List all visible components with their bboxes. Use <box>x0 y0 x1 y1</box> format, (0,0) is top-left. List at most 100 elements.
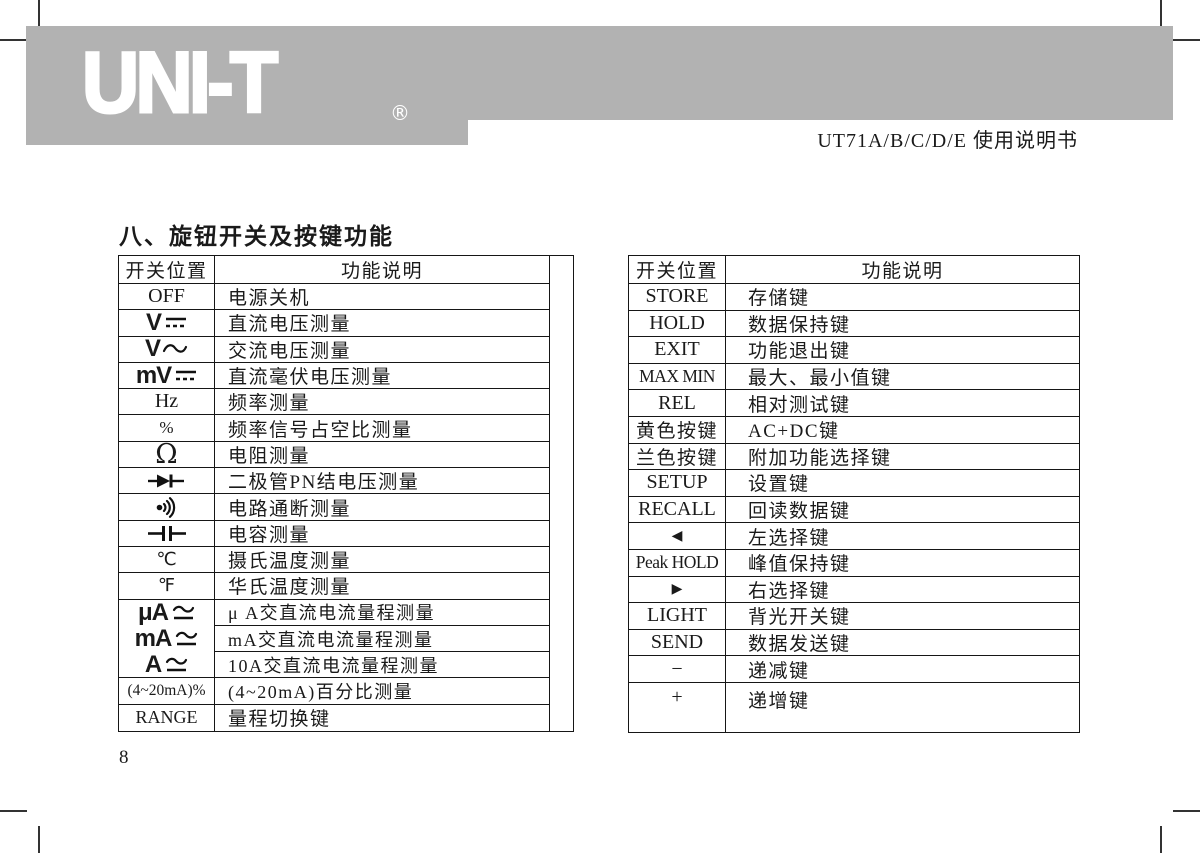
crop-mark <box>1160 826 1162 853</box>
button-name-cell: LIGHT <box>629 603 726 630</box>
function-desc-cell: 频率信号占空比测量 <box>215 415 550 442</box>
crop-mark <box>0 810 27 812</box>
function-desc-cell: 设置键 <box>726 470 1079 497</box>
button-name-cell: HOLD <box>629 310 726 338</box>
document-title: UT71A/B/C/D/E 使用说明书 <box>817 130 1078 152</box>
function-desc-cell: μ A交直流电流量程测量 <box>215 599 550 626</box>
column-header-position: 开关位置 <box>629 256 726 284</box>
switch-position-cell: Hz <box>119 389 215 416</box>
function-desc-cell: 背光开关键 <box>726 603 1079 630</box>
function-desc-cell: 递增键 <box>748 690 810 712</box>
button-name-cell: ◀ <box>629 523 726 550</box>
function-desc-cell: 二极管PN结电压测量 <box>215 468 550 495</box>
function-desc-cell: (4~20mA)百分比测量 <box>215 678 550 705</box>
logo-text: UNI-T <box>81 35 280 131</box>
crop-mark <box>1173 39 1200 41</box>
function-desc-cell: 10A交直流电流量程测量 <box>215 652 550 679</box>
acdc-icon <box>176 631 198 646</box>
switch-position-cell: OFF <box>119 284 215 311</box>
switch-position-cell: V <box>119 336 215 363</box>
function-desc-cell: 递减键 <box>726 656 1079 683</box>
column-header-function: 功能说明 <box>726 256 1079 284</box>
button-name-cell: 黄色按键 <box>629 416 726 444</box>
function-desc-cell: 最大、最小值键 <box>726 364 1079 391</box>
button-name-cell: ▶ <box>629 576 726 604</box>
switch-position-cell: mV <box>119 362 215 390</box>
switch-position-cell: ℉ <box>119 573 215 600</box>
acdc-icon <box>172 605 195 620</box>
function-desc-cell: 存储键 <box>726 284 1079 311</box>
header-banner-extension <box>26 120 468 145</box>
function-desc-cell: 附加功能选择键 <box>726 444 1079 471</box>
function-desc-cell: mA交直流电流量程测量 <box>215 625 550 653</box>
button-name-cell: SETUP <box>629 470 726 497</box>
function-desc-cell: 电路通断测量 <box>215 494 550 521</box>
button-name-cell: SEND <box>629 629 726 657</box>
button-name-cell: REL <box>629 390 726 417</box>
crop-mark <box>0 39 27 41</box>
function-desc-cell: 频率测量 <box>215 389 550 416</box>
switch-position-cell <box>119 468 215 495</box>
continuity-icon <box>156 496 175 518</box>
registered-trademark-icon: ® <box>390 101 410 125</box>
function-desc-cell: 华氏温度测量 <box>215 573 550 600</box>
section-title: 八、旋钮开关及按键功能 <box>119 223 394 249</box>
crop-mark <box>38 826 40 853</box>
function-desc-cell: 回读数据键 <box>726 497 1079 524</box>
function-desc-cell: 电源关机 <box>215 284 550 311</box>
button-name-cell: RECALL <box>629 496 726 524</box>
left-arrow-icon: ◀ <box>671 528 683 545</box>
function-desc-cell: 直流电压测量 <box>215 310 550 337</box>
dc-icon <box>176 370 197 381</box>
function-desc-cell: AC+DC键 <box>726 417 1079 444</box>
crop-mark <box>1173 810 1200 812</box>
right-arrow-icon: ▶ <box>671 581 683 598</box>
button-function-table-right: 开关位置 功能说明 STORE 存储键 HOLD 数据保持键 EXIT 功能退出… <box>628 255 1080 733</box>
switch-position-cell: A <box>119 652 215 679</box>
switch-position-cell: (4~20mA)% <box>119 678 215 705</box>
function-desc-cell: 相对测试键 <box>726 390 1079 417</box>
function-desc-cell: 数据发送键 <box>726 630 1079 657</box>
function-desc-cell: 摄氏温度测量 <box>215 546 550 574</box>
button-name-cell: Peak HOLD <box>629 549 726 577</box>
button-name-cell: MAX MIN <box>629 363 726 391</box>
button-name-cell: STORE <box>629 284 726 311</box>
acdc-icon <box>166 657 188 672</box>
column-header-function: 功能说明 <box>215 256 550 284</box>
ac-icon <box>162 344 188 353</box>
switch-position-table-left: 开关位置 功能说明 OFF 电源关机 V 直流电压测量 V 交流电压测量 mV … <box>118 255 574 733</box>
uni-t-logo: UNI-T <box>81 39 280 128</box>
diode-icon <box>148 474 184 488</box>
function-desc-cell: 量程切换键 <box>215 704 550 732</box>
spacer-cell <box>550 256 573 284</box>
function-desc-cell: 峰值保持键 <box>726 550 1079 577</box>
page-number: 8 <box>119 747 129 768</box>
switch-position-cell: μA <box>119 599 215 626</box>
switch-position-cell: V <box>119 310 215 337</box>
function-desc-cell: 电容测量 <box>215 520 550 547</box>
header-banner <box>26 26 1173 120</box>
switch-position-cell <box>119 494 215 521</box>
capacitor-icon <box>147 525 186 541</box>
crop-mark <box>1160 0 1162 27</box>
switch-position-cell: RANGE <box>119 704 215 732</box>
column-header-position: 开关位置 <box>119 256 215 284</box>
crop-mark <box>38 0 40 27</box>
switch-position-cell: % <box>119 415 215 442</box>
button-name-cell: 兰色按键 <box>629 443 726 471</box>
function-desc-cell: 直流毫伏电压测量 <box>215 362 550 390</box>
function-desc-cell: 功能退出键 <box>726 337 1079 364</box>
switch-position-cell: Ω <box>119 441 215 469</box>
function-desc-cell: 左选择键 <box>726 523 1079 550</box>
button-name-cell: − <box>629 656 726 683</box>
button-name-cell: EXIT <box>629 337 726 364</box>
function-desc-cell: 右选择键 <box>726 577 1079 604</box>
dc-icon <box>166 318 186 328</box>
function-desc-cell: 交流电压测量 <box>215 336 550 363</box>
switch-position-cell: mA <box>119 625 215 653</box>
switch-position-cell: ℃ <box>119 546 215 574</box>
function-desc-cell: 电阻测量 <box>215 441 550 469</box>
button-name-cell: + <box>629 682 726 732</box>
function-desc-cell: 数据保持键 <box>726 311 1079 338</box>
switch-position-cell <box>119 520 215 547</box>
